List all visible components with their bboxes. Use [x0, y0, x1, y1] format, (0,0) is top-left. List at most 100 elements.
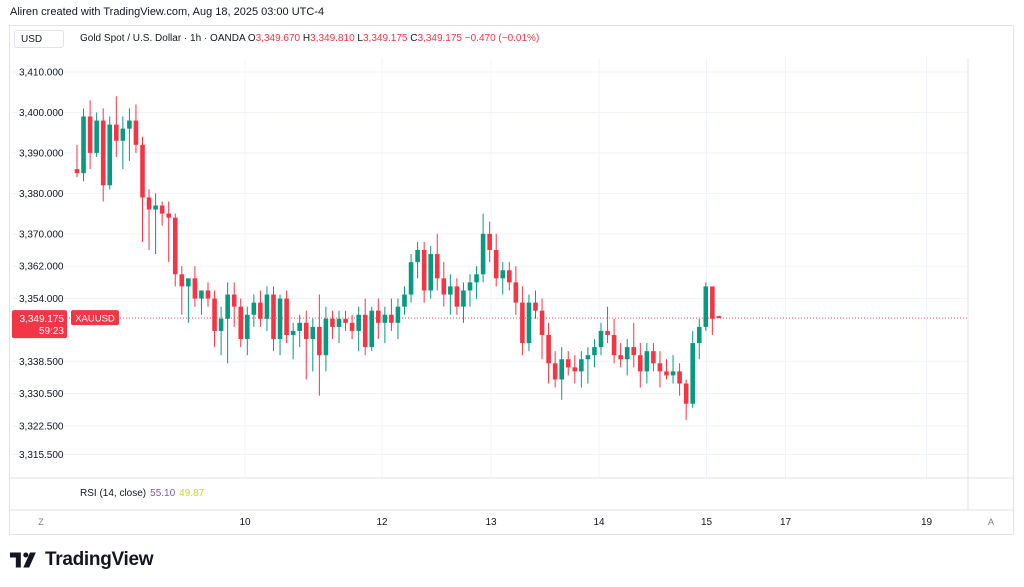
candle-body	[153, 205, 158, 210]
candle-body	[133, 120, 139, 145]
logo-text: TradingView	[45, 549, 154, 570]
symbol-label-box	[71, 310, 119, 326]
candle-body	[703, 286, 709, 327]
candle-body	[644, 351, 650, 372]
candle-body	[605, 330, 610, 335]
candle-body	[303, 322, 309, 340]
x-tick-label: 13	[485, 517, 497, 528]
candle-body	[336, 318, 342, 327]
candle-body	[579, 359, 584, 372]
candle-body	[513, 282, 519, 303]
x-tick-label: 17	[780, 517, 792, 528]
candle-body	[461, 290, 466, 307]
candle-body	[585, 355, 591, 360]
candle-body	[94, 120, 99, 153]
candle-body	[480, 233, 486, 275]
candle-body	[330, 318, 335, 327]
candle-body	[598, 330, 604, 348]
candle-body	[533, 302, 538, 311]
currency-button[interactable]: USD	[14, 30, 64, 48]
candle-body	[683, 383, 689, 404]
close-value: 3,349.175	[417, 33, 463, 44]
x-tick-label: 14	[593, 517, 605, 528]
price-label-box	[12, 310, 67, 339]
symbol-label-text: XAUUSD	[75, 314, 115, 325]
open-value: 3,349.670	[255, 33, 301, 44]
corner-left-label: Z	[38, 517, 44, 527]
candle-body	[559, 359, 564, 380]
candle-body	[120, 128, 126, 141]
candle-body	[638, 355, 643, 372]
candle-body	[572, 367, 578, 372]
y-tick-label: 3,322.500	[19, 422, 64, 433]
candle-body	[428, 254, 433, 291]
rsi-legend[interactable]: RSI (14, close) 55.10 49.87	[80, 488, 204, 499]
candle-body	[231, 294, 237, 307]
rsi-ma-value: 49.87	[179, 488, 205, 499]
candle-body	[107, 124, 113, 186]
candle-body	[310, 326, 316, 340]
candle-body	[651, 351, 656, 364]
candle-body	[618, 355, 623, 360]
candle-body	[317, 326, 322, 356]
candle-body	[402, 294, 407, 307]
candle-body	[369, 310, 375, 348]
candle-body	[474, 274, 479, 283]
candle-body	[225, 294, 230, 319]
candle-body	[546, 334, 551, 364]
candle-body	[362, 314, 368, 348]
candle-body	[441, 278, 447, 295]
candle-body	[166, 213, 171, 218]
candle-body	[192, 278, 198, 299]
y-tick-label: 3,380.000	[19, 189, 64, 200]
price-label-value: 3,349.175	[20, 314, 65, 325]
close-label: C	[410, 33, 418, 44]
low-value: 3,349.175	[362, 33, 408, 44]
candle-body	[696, 326, 702, 344]
candle-body	[507, 270, 512, 283]
candle-body	[212, 298, 217, 331]
candle-body	[245, 314, 250, 340]
candle-body	[382, 314, 388, 323]
y-tick-label: 3,400.000	[19, 108, 64, 119]
candle-body	[218, 318, 224, 331]
candle-body	[631, 347, 637, 356]
y-tick-label: 3,390.000	[19, 148, 64, 159]
candle-body	[592, 347, 597, 356]
candle-body	[467, 282, 473, 291]
candle-body	[552, 363, 558, 380]
candle-body	[520, 302, 525, 344]
candle-body	[389, 314, 394, 323]
candle-body	[500, 270, 506, 279]
candle-body	[421, 250, 427, 291]
candle-body	[415, 250, 420, 263]
candle-body	[271, 294, 276, 340]
y-tick-label: 3,354.000	[19, 294, 64, 305]
symbol-title: Gold Spot / U.S. Dollar · 1h · OANDA	[80, 33, 246, 44]
candle-body	[376, 310, 381, 323]
candle-body	[140, 144, 145, 198]
candle-body	[670, 371, 676, 376]
candle-body	[114, 124, 119, 141]
candle-body	[127, 120, 132, 129]
candle-body	[258, 302, 263, 319]
candle-body	[454, 286, 460, 307]
candle-body	[716, 316, 722, 319]
candle-body	[349, 322, 355, 331]
open-label: O	[247, 33, 256, 44]
candle-body	[251, 302, 257, 315]
candle-body	[624, 347, 630, 360]
candle-body	[408, 262, 414, 295]
candle-body	[100, 120, 106, 186]
y-tick-label: 3,410.000	[19, 68, 64, 79]
rsi-label: RSI (14, close)	[80, 488, 147, 499]
x-tick-label: 12	[376, 517, 388, 528]
candle-body	[277, 298, 283, 340]
candle-body	[159, 205, 165, 214]
candle-body	[487, 233, 492, 251]
candle-body	[343, 318, 348, 323]
candle-body	[297, 322, 302, 331]
candle-body	[87, 116, 93, 153]
